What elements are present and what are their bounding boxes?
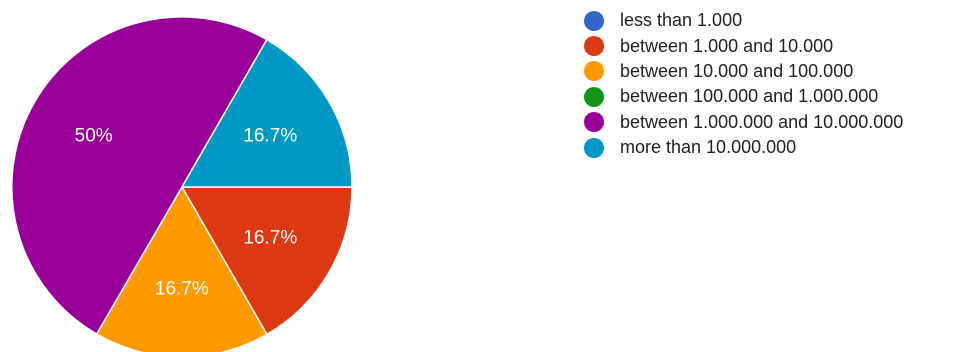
chart-legend: less than 1.000 between 1.000 and 10.000 b… [584,8,903,160]
legend-label: between 1.000 and 10.000 [620,35,834,56]
legend-label: less than 1.000 [620,10,743,31]
legend-label: between 1.000.000 and 10.000.000 [620,111,904,132]
legend-swatch [584,86,604,107]
legend-swatch [584,61,604,82]
legend-item-more-than-10-000-000[interactable]: more than 10.000.000 [584,135,903,160]
legend-label: between 100.000 and 1.000.000 [620,86,879,107]
slice-data-label-between-10-000-and-100-000: 16.7% [155,279,209,300]
legend-item-between-1-000-000-and-10-000-000[interactable]: between 1.000.000 and 10.000.000 [584,110,903,135]
legend-label: between 10.000 and 100.000 [620,60,854,81]
legend-item-between-10-000-and-100-000[interactable]: between 10.000 and 100.000 [584,59,903,84]
legend-swatch [584,112,604,133]
legend-swatch [584,36,604,57]
legend-item-less-than-1-000[interactable]: less than 1.000 [584,8,903,33]
slice-data-label-between-1-000-000-and-10-000-000: 50% [75,125,113,146]
legend-item-between-1-000-and-10-000[interactable]: between 1.000 and 10.000 [584,33,903,58]
pie-slice-between-1-000-000-and-10-000-000[interactable] [11,16,268,336]
legend-swatch [584,137,604,158]
pie-slice-more-than-10-000-000[interactable] [180,38,353,188]
slice-data-label-between-1-000-and-10-000: 16.7% [243,228,297,249]
legend-label: more than 10.000.000 [620,137,797,158]
slice-data-label-more-than-10-000-000: 16.7% [243,125,297,146]
pie-slice-between-10-000-and-100-000[interactable] [95,185,268,352]
pie-slice-between-1-000-and-10-000[interactable] [180,186,353,336]
legend-swatch [584,10,604,31]
legend-item-between-100-000-and-1-000-000[interactable]: between 100.000 and 1.000.000 [584,84,903,109]
